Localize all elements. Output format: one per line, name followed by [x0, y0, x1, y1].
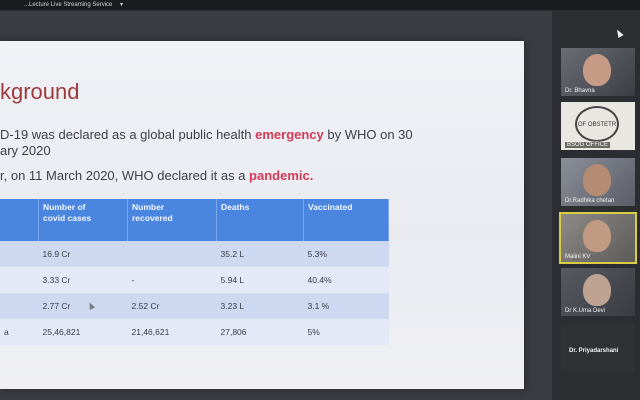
covid-stats-table: Number of covid cases Number recovered D…	[0, 199, 389, 345]
cell-deaths: 5.94 L	[216, 267, 304, 293]
bullet-text: D-19 was declared as a global public hea…	[0, 127, 256, 142]
participant-tile[interactable]: OF OBSTETR BSOG OFFICE	[561, 102, 635, 150]
cell-vaccinated: 3.1 %	[303, 293, 389, 319]
cell-vaccinated: 5.3%	[303, 241, 389, 267]
participant-name: Dr.Radhika chetan	[565, 198, 615, 204]
header-cases: Number of covid cases	[38, 199, 128, 241]
cell-cases: 25,46,821	[38, 319, 128, 345]
window-title: ...Lecture Live Streaming Service	[24, 2, 113, 8]
participant-tile[interactable]: Dr.Radhika chetan	[561, 158, 635, 206]
participant-tile[interactable]: Dr. Priyadarshani	[561, 324, 635, 372]
header-deaths: Deaths	[216, 199, 304, 241]
cell-recovered: -	[127, 267, 217, 293]
avatar	[583, 220, 611, 252]
presentation-area: kground D-19 was declared as a global pu…	[0, 11, 552, 400]
participant-name: Dr. Bhavna	[565, 88, 595, 94]
cell-region	[0, 241, 39, 267]
bullet-pandemic: r, on 11 March 2020, WHO declared it as …	[0, 168, 313, 184]
highlight-pandemic: pandemic.	[249, 168, 314, 183]
cell-recovered: 2.52 Cr	[127, 293, 217, 319]
cell-recovered	[127, 241, 217, 267]
avatar	[583, 164, 611, 196]
cell-region: a	[0, 319, 39, 345]
cell-deaths: 27,806	[216, 319, 304, 345]
avatar	[583, 54, 611, 86]
highlight-emergency: emergency	[255, 127, 324, 142]
table-header-row: Number of covid cases Number recovered D…	[0, 199, 389, 241]
cell-cases: 16.9 Cr	[38, 241, 128, 267]
bullet-text: r, on 11 March 2020, WHO declared it as …	[0, 168, 250, 183]
participant-name: Dr K.Uma Devi	[565, 308, 606, 314]
avatar	[583, 274, 611, 306]
table-row: a 25,46,821 21,46,621 27,806 5%	[0, 319, 389, 345]
bullet-text: by WHO on 30	[323, 127, 413, 142]
table-row: 16.9 Cr 35.2 L 5.3%	[0, 241, 389, 267]
cell-deaths: 35.2 L	[216, 241, 304, 267]
participant-name: Dr. Priyadarshani	[569, 348, 619, 354]
slide-title: kground	[0, 79, 80, 104]
participant-name: Malini KV	[565, 254, 591, 260]
bullet-emergency: D-19 was declared as a global public hea…	[0, 127, 413, 143]
mouse-pointer-icon	[614, 28, 624, 38]
slide: kground D-19 was declared as a global pu…	[0, 41, 524, 389]
bullet-emergency-line2: ary 2020	[0, 143, 51, 158]
chevron-down-icon[interactable]: ▾	[120, 2, 124, 8]
cell-vaccinated: 5%	[303, 319, 389, 345]
participant-tile[interactable]: Dr K.Uma Devi	[561, 268, 635, 316]
cell-cases: 2.77 Cr	[38, 293, 128, 319]
header-region	[0, 199, 39, 241]
cell-region	[0, 293, 39, 319]
cell-cases: 3.33 Cr	[38, 267, 128, 293]
header-vaccinated: Vaccinated	[303, 199, 389, 241]
window-title-bar: ...Lecture Live Streaming Service ▾	[0, 0, 640, 10]
cell-region	[0, 267, 39, 293]
participants-panel: Dr. Bhavna OF OBSTETR BSOG OFFICE Dr.Rad…	[555, 40, 640, 400]
participant-tile[interactable]: Dr. Bhavna	[561, 48, 635, 96]
header-recovered: Number recovered	[127, 199, 217, 241]
cell-recovered: 21,46,621	[127, 319, 217, 345]
participant-name: BSOG OFFICE	[565, 142, 611, 148]
table-row: 2.77 Cr 2.52 Cr 3.23 L 3.1 %	[0, 293, 389, 319]
cell-deaths: 3.23 L	[216, 293, 304, 319]
bsog-logo-icon: OF OBSTETR	[575, 106, 619, 142]
cell-vaccinated: 40.4%	[303, 267, 389, 293]
table-row: 3.33 Cr - 5.94 L 40.4%	[0, 267, 389, 293]
participant-tile-active[interactable]: Malini KV	[559, 212, 637, 264]
